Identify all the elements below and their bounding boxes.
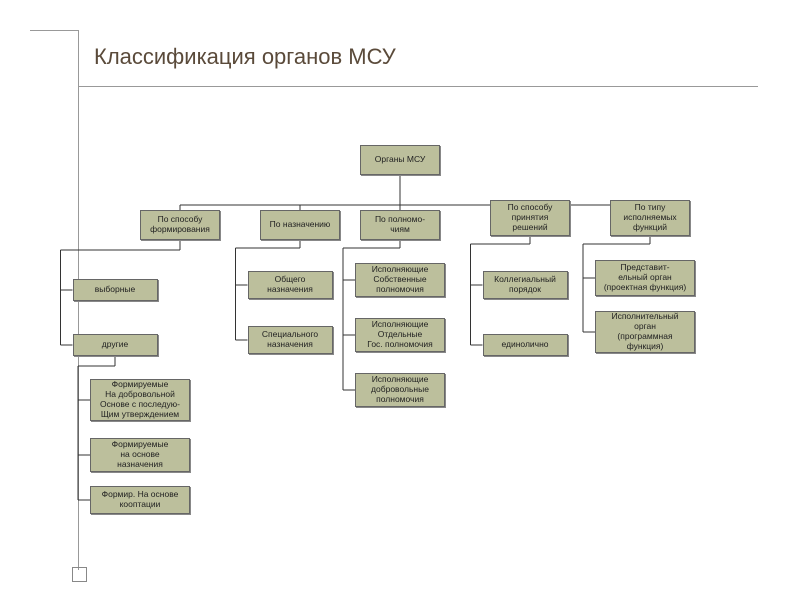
slide-footer-box (72, 567, 87, 582)
node-state-powers: Исполняющие Отдельные Гос. полномочия (355, 318, 445, 352)
frame-top-short (30, 30, 78, 31)
diagram-title: Классификация органов МСУ (94, 44, 396, 70)
node-criterion-decision: По способу принятия решений (490, 200, 570, 236)
node-voluntary-approved: Формируемые На добровольной Основе с пос… (90, 379, 190, 421)
node-criterion-purpose: По назначению (260, 210, 340, 240)
node-voluntary-powers: Исполняющие добровольные полномочия (355, 373, 445, 407)
node-executive: Исполнительный орган (программная функци… (595, 311, 695, 353)
node-criterion-function: По типу исполняемых функций (610, 200, 690, 236)
node-collegial: Коллегиальный порядок (483, 271, 568, 299)
node-own-powers: Исполняющие Собственные полномочия (355, 263, 445, 297)
node-elected: выборные (73, 279, 158, 301)
node-by-appointment: Формируемые на основе назначения (90, 438, 190, 472)
node-root: Органы МСУ (360, 145, 440, 175)
node-other: другие (73, 334, 158, 356)
node-cooptation: Формир. На основе кооптации (90, 486, 190, 514)
node-criterion-powers: По полномо- чиям (360, 210, 440, 240)
node-criterion-formation: По способу формирования (140, 210, 220, 240)
frame-top-line (78, 86, 758, 87)
node-general-purpose: Общего назначения (248, 271, 333, 299)
node-individual: единолично (483, 334, 568, 356)
node-special-purpose: Специального назначения (248, 326, 333, 354)
node-representative: Представит- ельный орган (проектная функ… (595, 260, 695, 296)
